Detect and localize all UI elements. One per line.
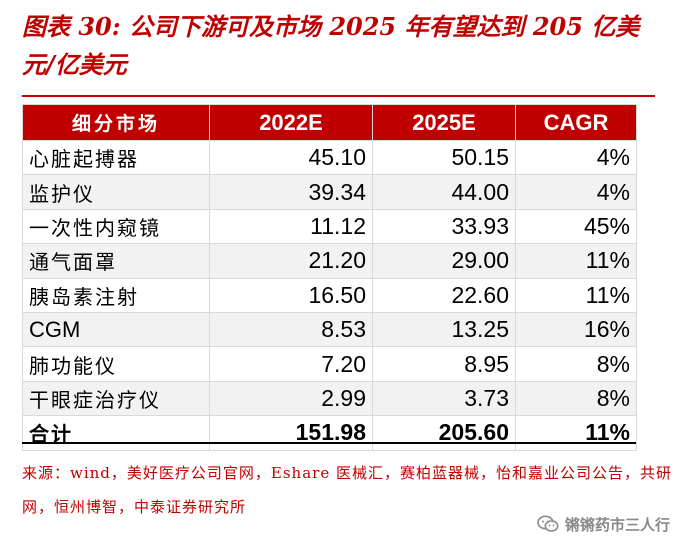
header-2025e: 2025E [372, 104, 516, 141]
segment-name: 一次性内窥镜 [22, 208, 210, 245]
value-2025e: 8.95 [372, 346, 516, 382]
segment-name: 胰岛素注射 [22, 277, 210, 313]
value-cagr: 4% [515, 139, 637, 176]
value-cagr: 8% [515, 380, 637, 417]
value-2022e: 21.20 [209, 243, 373, 279]
segment-name: 监护仪 [22, 174, 210, 210]
value-2022e: 11.12 [209, 208, 373, 245]
table-row: 干眼症治疗仪 2.99 3.73 8% [22, 380, 637, 417]
table-row: 胰岛素注射 16.50 22.60 11% [22, 277, 637, 313]
title-divider [22, 95, 655, 97]
value-cagr: 45% [515, 208, 637, 245]
table-row: 心脏起搏器 45.10 50.15 4% [22, 139, 637, 176]
total-cagr: 11% [515, 415, 637, 451]
segment-name: CGM [22, 311, 210, 348]
value-cagr: 11% [515, 243, 637, 279]
header-segment: 细分市场 [22, 104, 210, 141]
value-cagr: 8% [515, 346, 637, 382]
value-2022e: 16.50 [209, 277, 373, 313]
segment-name: 肺功能仪 [22, 346, 210, 382]
table-row: 监护仪 39.34 44.00 4% [22, 174, 637, 210]
value-2025e: 44.00 [372, 174, 516, 210]
total-label: 合计 [22, 415, 210, 451]
value-cagr: 11% [515, 277, 637, 313]
total-row: 合计 151.98 205.60 11% [22, 415, 637, 451]
value-2025e: 22.60 [372, 277, 516, 313]
segment-name: 心脏起搏器 [22, 139, 210, 176]
value-2022e: 8.53 [209, 311, 373, 348]
watermark-text: 锵锵药市三人行 [564, 515, 670, 534]
value-2022e: 7.20 [209, 346, 373, 382]
total-2025e: 205.60 [372, 415, 516, 451]
value-2025e: 50.15 [372, 139, 516, 176]
value-cagr: 16% [515, 311, 637, 348]
watermark: 锵锵药市三人行 [537, 512, 670, 536]
table-bottom-rule [22, 442, 636, 444]
value-cagr: 4% [515, 174, 637, 210]
table-header-row: 细分市场 2022E 2025E CAGR [22, 104, 637, 141]
value-2022e: 39.34 [209, 174, 373, 210]
source-note: 来源：wind，美好医疗公司官网，Eshare 医械汇，赛柏蓝器械，怡和嘉业公司… [22, 464, 672, 516]
figure-title: 图表 30: 公司下游可及市场 2025 年有望达到 205 亿美元/亿美元 [22, 12, 640, 79]
value-2025e: 13.25 [372, 311, 516, 348]
total-2022e: 151.98 [209, 415, 373, 451]
table-row: 肺功能仪 7.20 8.95 8% [22, 346, 637, 382]
value-2022e: 2.99 [209, 380, 373, 417]
value-2025e: 3.73 [372, 380, 516, 417]
value-2025e: 29.00 [372, 243, 516, 279]
value-2025e: 33.93 [372, 208, 516, 245]
segment-name: 通气面罩 [22, 243, 210, 279]
table-row: 通气面罩 21.20 29.00 11% [22, 243, 637, 279]
header-2022e: 2022E [209, 104, 373, 141]
table-row: 一次性内窥镜 11.12 33.93 45% [22, 208, 637, 245]
table-row: CGM 8.53 13.25 16% [22, 311, 637, 348]
wechat-icon [537, 515, 559, 532]
segment-name: 干眼症治疗仪 [22, 380, 210, 417]
value-2022e: 45.10 [209, 139, 373, 176]
header-cagr: CAGR [515, 104, 637, 141]
market-table: 细分市场 2022E 2025E CAGR 心脏起搏器 45.10 50.15 … [22, 104, 637, 451]
